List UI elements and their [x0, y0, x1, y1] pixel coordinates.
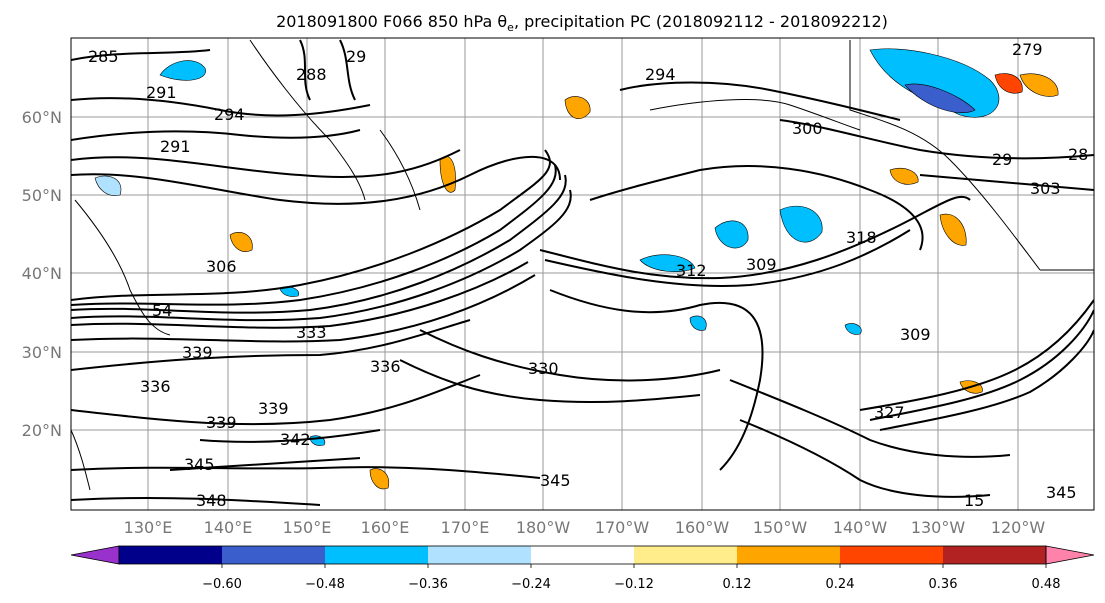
- colorbar-extension-high: [1045, 545, 1095, 565]
- lon-tick-label: 170°E: [441, 518, 490, 537]
- colorbar-tick-label: −0.48: [305, 577, 345, 592]
- contour-label: 348: [196, 491, 227, 510]
- colorbar-swatch: [634, 546, 737, 564]
- colorbar-frame: [118, 545, 1047, 565]
- contour-label: 288: [296, 65, 327, 84]
- lat-tick-label: 50°N: [22, 186, 62, 205]
- lon-tick-label: 130°W: [911, 518, 966, 537]
- latitude-labels: 60°N 50°N 40°N 30°N 20°N: [22, 108, 62, 440]
- colorbar-swatch: [222, 546, 325, 564]
- contour-label: 339: [258, 399, 289, 418]
- contour-label: 300: [792, 119, 823, 138]
- lon-tick-label: 140°E: [204, 518, 253, 537]
- contour-label: 327: [874, 403, 905, 422]
- contour-label: 303: [1030, 179, 1061, 198]
- colorbar-extension-low: [70, 545, 120, 565]
- contour-label: 29: [346, 47, 366, 66]
- colorbar-tick-label: −0.60: [202, 577, 242, 592]
- contour-label: 294: [214, 105, 245, 124]
- contour-label: 291: [146, 83, 177, 102]
- lon-tick-label: 150°E: [283, 518, 332, 537]
- colorbar-tick-label: 0.36: [929, 577, 958, 592]
- contour-label: 339: [182, 343, 213, 362]
- colorbar-tick-label: −0.24: [511, 577, 551, 592]
- precipitation-shading: [94, 48, 1059, 490]
- colorbar: −0.60 −0.48 −0.36 −0.24 −0.12 0.12 0.24 0.36 0.4…: [70, 545, 1095, 592]
- contour-label: 339: [206, 413, 237, 432]
- colorbar-swatch: [840, 546, 943, 564]
- colorbar-swatch: [119, 546, 222, 564]
- colorbar-swatch: [943, 546, 1046, 564]
- contour-label: 15: [964, 491, 984, 510]
- colorbar-tick-label: −0.12: [614, 577, 654, 592]
- contour-labels: 285 291 294 291 288 29 294 300 279 28 29…: [88, 40, 1088, 510]
- colorbar-tick-label: −0.36: [408, 577, 448, 592]
- colorbar-tick-label: 0.48: [1032, 577, 1061, 592]
- lat-tick-label: 30°N: [22, 343, 62, 362]
- lon-tick-label: 180°W: [516, 518, 571, 537]
- colorbar-tick-label: 0.12: [723, 577, 752, 592]
- gridlines: [71, 38, 1094, 510]
- contour-label: 306: [206, 257, 237, 276]
- contour-label: 333: [296, 323, 327, 342]
- contour-label: 342: [280, 430, 311, 449]
- contour-label: 345: [1046, 483, 1077, 502]
- lat-tick-label: 20°N: [22, 421, 62, 440]
- contour-label: 312: [676, 261, 707, 280]
- contour-label: 291: [160, 137, 191, 156]
- contour-label: 336: [140, 377, 171, 396]
- contour-label: 336: [370, 357, 401, 376]
- contour-label: 330: [528, 359, 559, 378]
- lon-tick-label: 160°W: [675, 518, 730, 537]
- contour-label: 318: [846, 228, 877, 247]
- contour-label: 285: [88, 47, 119, 66]
- plot-title: 2018091800 F066 850 hPa θe, precipitatio…: [276, 12, 888, 34]
- contour-label: 294: [645, 65, 676, 84]
- contour-label: 309: [746, 255, 777, 274]
- longitude-labels: 130°E 140°E 150°E 160°E 170°E 180°W 170°W 160°W…: [124, 518, 1046, 537]
- map-frame: [70, 37, 1095, 511]
- lon-tick-label: 130°E: [124, 518, 173, 537]
- map-panel: 285 291 294 291 288 29 294 300 279 28 29…: [70, 37, 1095, 511]
- contour-label: 309: [900, 325, 931, 344]
- lat-tick-label: 40°N: [22, 264, 62, 283]
- lon-tick-label: 150°W: [753, 518, 808, 537]
- colorbar-swatch: [325, 546, 428, 564]
- contour-label: 345: [540, 471, 571, 490]
- lon-tick-label: 160°E: [361, 518, 410, 537]
- coastlines: [71, 39, 1094, 491]
- contour-label: 345: [184, 455, 215, 474]
- colorbar-swatch: [737, 546, 840, 564]
- lon-tick-label: 140°W: [833, 518, 888, 537]
- contour-label: 54: [152, 301, 172, 320]
- colorbar-swatch: [428, 546, 531, 564]
- theta-e-contours: [71, 39, 1094, 506]
- lon-tick-label: 120°W: [991, 518, 1046, 537]
- contour-label: 28: [1068, 145, 1088, 164]
- lon-tick-label: 170°W: [595, 518, 650, 537]
- colorbar-tick-label: 0.24: [826, 577, 855, 592]
- contour-label: 29: [992, 150, 1012, 169]
- lat-tick-label: 60°N: [22, 108, 62, 127]
- contour-label: 279: [1012, 40, 1043, 59]
- colorbar-swatch: [531, 546, 634, 564]
